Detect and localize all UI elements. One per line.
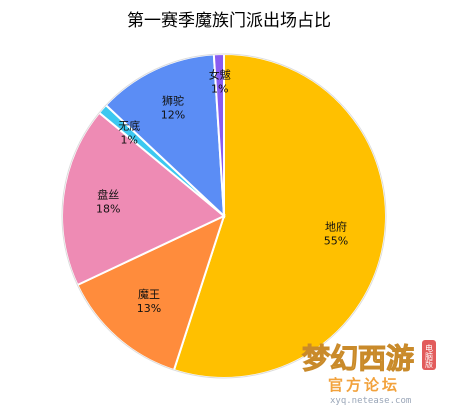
watermark-forum: 官方论坛 <box>328 376 400 394</box>
chart-title: 第一赛季魔族门派出场占比 <box>127 11 331 31</box>
slice-percent-label-5: 1% <box>211 83 228 96</box>
slice-name-label-3: 无底 <box>118 118 140 132</box>
watermark-logo-text: 梦幻西游 <box>302 342 414 375</box>
slice-percent-label-1: 13% <box>137 302 161 315</box>
slice-name-label-0: 地府 <box>325 220 347 234</box>
watermark-logo: 梦幻西游 电脑版 官方论坛 xyq.netease.com <box>302 340 436 406</box>
slice-name-label-5: 女魃 <box>209 68 231 82</box>
pie-outline <box>61 53 387 379</box>
slice-percent-label-2: 18% <box>96 202 120 215</box>
slice-percent-label-4: 12% <box>161 109 185 122</box>
slice-name-label-1: 魔王 <box>138 287 160 301</box>
slice-name-label-2: 盘丝 <box>97 187 119 201</box>
slice-name-label-4: 狮驼 <box>162 94 184 108</box>
slice-percent-label-0: 55% <box>324 235 348 248</box>
watermark-badge: 电脑版 <box>425 343 434 369</box>
watermark-url: xyq.netease.com <box>330 396 411 406</box>
slice-percent-label-3: 1% <box>120 133 137 146</box>
